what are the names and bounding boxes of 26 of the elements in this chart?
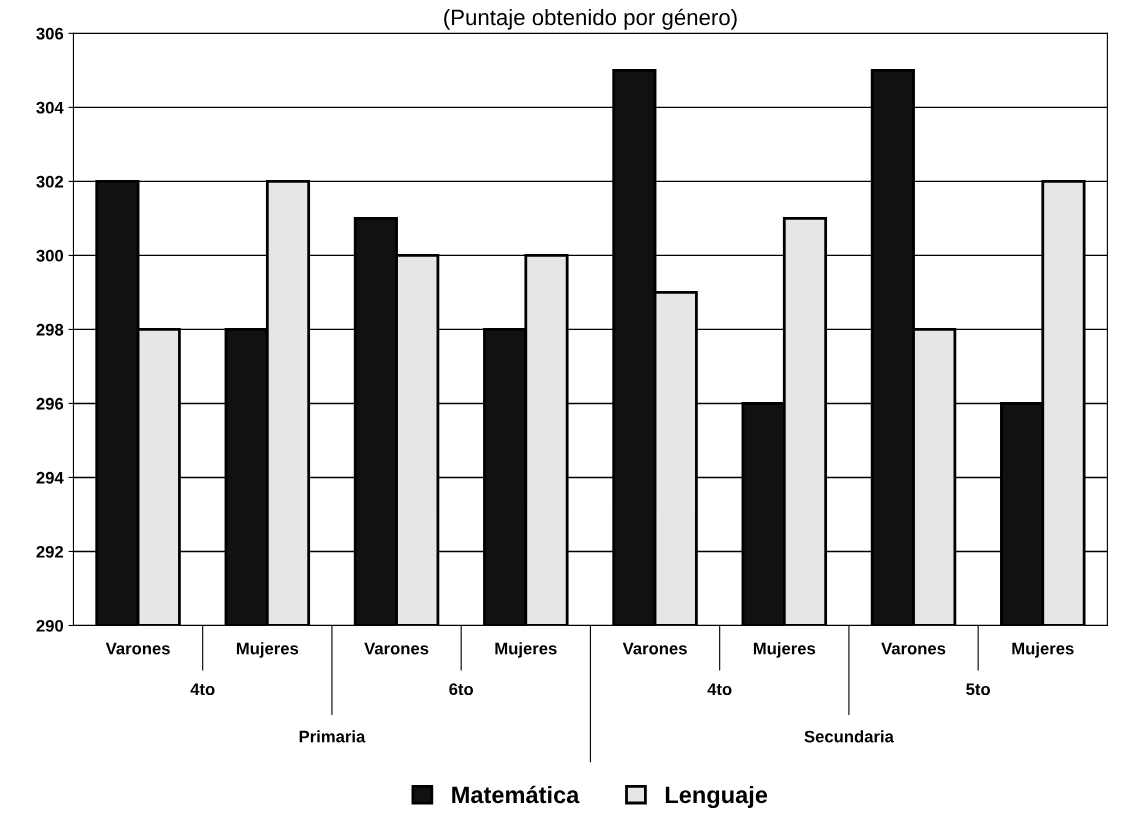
text: 5to bbox=[966, 683, 991, 696]
x-tick-label: Mujeres bbox=[236, 642, 299, 658]
x-tick-label: Varones bbox=[622, 642, 687, 655]
y-tick-label: 292 bbox=[36, 545, 64, 558]
y-tick-label: 304 bbox=[36, 101, 64, 114]
legend-label: Matemática bbox=[452, 785, 580, 804]
y-tick-label: 298 bbox=[36, 323, 64, 336]
y-tick-label: 300 bbox=[36, 249, 64, 262]
y-tick-label: 296 bbox=[36, 397, 64, 410]
x-tick-label: Mujeres bbox=[753, 642, 816, 658]
y-tick-label: 302 bbox=[36, 175, 64, 188]
x-tick-label: Mujeres bbox=[495, 642, 557, 658]
x-tick-label: Varones bbox=[881, 642, 946, 655]
chart-title: (Puntaje obtenido por género) bbox=[444, 8, 737, 30]
text: Secundaria bbox=[804, 730, 894, 743]
x-tick-label: Varones bbox=[105, 642, 170, 655]
text: 4to bbox=[190, 683, 215, 696]
text: Primaria bbox=[299, 730, 366, 743]
text: 4to bbox=[707, 683, 732, 696]
text: 6to bbox=[449, 683, 474, 696]
x-tick-label: Varones bbox=[364, 642, 429, 655]
x-tick-label: Mujeres bbox=[1012, 642, 1074, 658]
y-tick-label: 306 bbox=[36, 27, 64, 40]
y-tick-label: 294 bbox=[36, 471, 64, 484]
y-tick-label: 290 bbox=[36, 619, 64, 632]
legend-label: Lenguaje bbox=[665, 785, 768, 809]
